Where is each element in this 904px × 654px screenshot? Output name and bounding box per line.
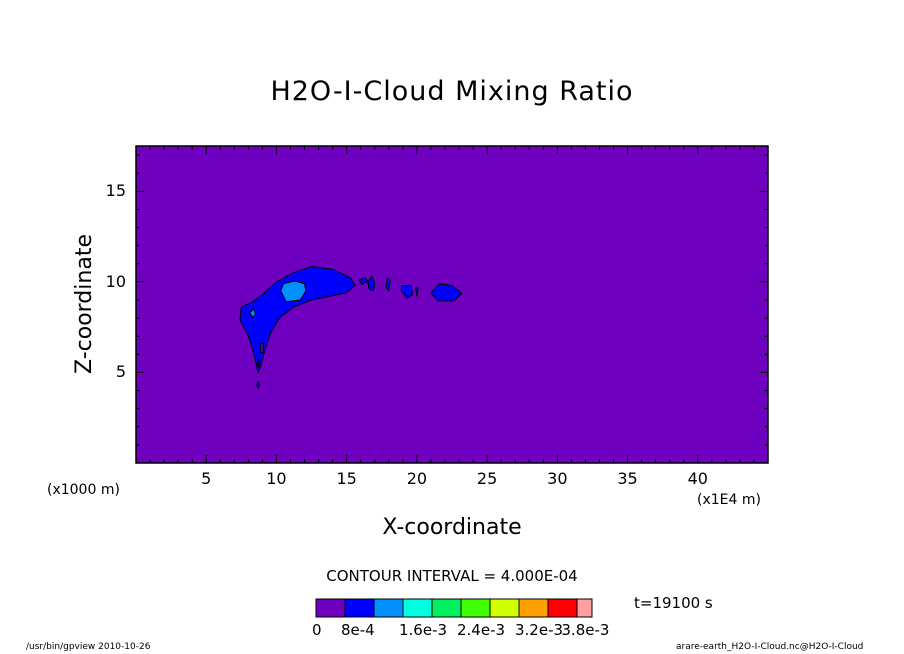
contour-region-10 [259,342,264,353]
y-tick-label: 15 [105,181,126,201]
contour-region-1 [358,276,369,286]
colorbar-label: 3.8e-3 [561,621,610,639]
colorbar-label: 2.4e-3 [457,621,506,639]
x-tick-label: 10 [266,469,287,488]
colorbar-swatch-9 [576,598,593,618]
y-axis-label: Z-coordinate [72,234,97,374]
colorbar-swatch-5 [460,598,491,618]
axis-ticks [136,146,768,463]
colorbar-label: 0 [312,621,322,639]
footer-right: arare-earth_H2O-I-Cloud.nc@H2O-I-Cloud [676,642,864,652]
y-tick-label: 10 [105,271,126,291]
x-tick-label: 30 [547,469,568,488]
colorbar-swatch-0 [315,598,346,618]
x-tick-label: 20 [406,469,428,488]
y-tick-label: 5 [115,362,126,382]
contour-interval: CONTOUR INTERVAL = 4.000E-04 [326,567,578,585]
colorbar-swatch-2 [373,598,404,618]
footer-left: /usr/bin/gpview 2010-10-26 [26,642,151,652]
contour-region-11 [257,359,261,368]
colorbar-swatch-8 [547,598,578,618]
x-tick-label: 35 [617,469,638,488]
contour-regions [136,146,768,463]
colorbar-swatch-1 [344,598,375,618]
contour-region-7 [256,381,261,390]
x-tick-label: 15 [336,469,357,488]
colorbar-swatch-4 [431,598,462,618]
colorbar [315,598,593,618]
colorbar-label: 3.2e-3 [515,621,564,639]
x-axis-label: X-coordinate [382,515,522,540]
colorbar-swatch-7 [518,598,549,618]
contour-region-0 [239,266,356,373]
contour-region-2 [367,275,376,292]
x-tick-label: 25 [476,469,498,488]
colorbar-swatch-6 [489,598,520,618]
time-label: t=19100 s [634,594,713,612]
contour-region-8 [280,280,307,303]
x-unit-right: (x1E4 m) [697,492,761,508]
field-background [136,146,768,463]
contour-region-5 [415,286,419,297]
x-tick-label: 5 [201,469,212,488]
x-tick-label: 40 [687,469,708,488]
chart-title: H2O-I-Cloud Mixing Ratio [270,76,634,107]
contour-region-4 [400,285,414,299]
plot-frame [135,145,769,464]
colorbar-label: 1.6e-3 [399,621,448,639]
contour-region-9 [249,308,256,318]
colorbar-label: 8e-4 [341,621,375,639]
contour-region-3 [385,277,391,292]
colorbar-swatch-3 [402,598,433,618]
x-unit-left: (x1000 m) [47,482,120,498]
plot-border [135,145,769,464]
contour-region-6 [430,283,463,302]
